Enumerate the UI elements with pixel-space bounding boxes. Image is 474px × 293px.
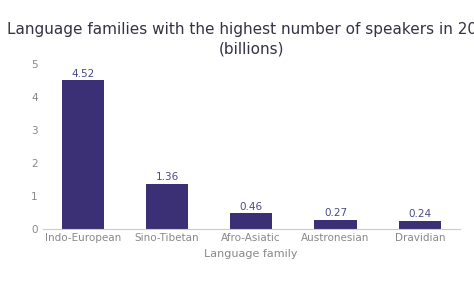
X-axis label: Language family: Language family	[204, 249, 298, 259]
Bar	[399, 221, 441, 229]
Text: 0.24: 0.24	[408, 209, 431, 219]
Bar	[314, 220, 356, 229]
Text: 4.52: 4.52	[71, 69, 94, 79]
Bar	[62, 80, 104, 229]
Text: 0.27: 0.27	[324, 208, 347, 218]
Text: 0.46: 0.46	[240, 202, 263, 212]
Bar	[146, 184, 188, 229]
Text: 1.36: 1.36	[155, 172, 179, 182]
Title: Language families with the highest number of speakers in 2023
(billions): Language families with the highest numbe…	[7, 22, 474, 56]
Bar	[230, 213, 272, 229]
